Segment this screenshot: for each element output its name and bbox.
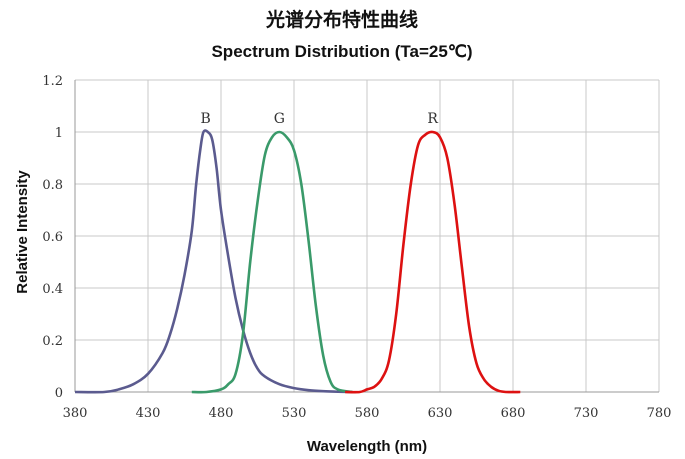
y-tick-label: 0 bbox=[55, 386, 63, 401]
x-tick-label: 680 bbox=[501, 406, 526, 421]
x-tick-label: 630 bbox=[428, 406, 453, 421]
y-tick-label: 0.8 bbox=[42, 178, 63, 193]
series-line-g bbox=[191, 130, 353, 394]
x-tick-label: 780 bbox=[647, 406, 672, 421]
y-tick-label: 1 bbox=[55, 126, 63, 141]
x-tick-label: 430 bbox=[136, 406, 161, 421]
x-axis-label: Wavelength (nm) bbox=[307, 438, 427, 455]
chart-title: 光谱分布特性曲线 bbox=[265, 8, 418, 31]
y-tick-labels: 0 0.2 0.4 0.6 0.8 1 1.2 bbox=[42, 74, 63, 401]
x-tick-label: 730 bbox=[574, 406, 599, 421]
y-axis-label: Relative Intensity bbox=[14, 170, 31, 294]
grid bbox=[74, 79, 660, 393]
y-tick-label: 0.4 bbox=[42, 282, 63, 297]
x-tick-label: 530 bbox=[282, 406, 307, 421]
series-label-g: G bbox=[274, 111, 285, 127]
x-tick-labels: 380 430 480 530 580 630 680 730 780 bbox=[63, 406, 672, 421]
x-tick-label: 480 bbox=[209, 406, 234, 421]
y-tick-label: 0.6 bbox=[42, 230, 63, 245]
series-line-b bbox=[74, 129, 353, 394]
y-tick-label: 1.2 bbox=[42, 74, 63, 89]
series-lines bbox=[74, 129, 521, 394]
x-tick-label: 580 bbox=[355, 406, 380, 421]
chart-subtitle: Spectrum Distribution (Ta=25℃) bbox=[211, 42, 472, 61]
series-label-b: B bbox=[201, 111, 211, 127]
axes bbox=[74, 80, 659, 393]
y-tick-label: 0.2 bbox=[42, 334, 63, 349]
series-line-r bbox=[345, 130, 521, 394]
x-tick-label: 380 bbox=[63, 406, 88, 421]
series-label-r: R bbox=[427, 111, 438, 127]
